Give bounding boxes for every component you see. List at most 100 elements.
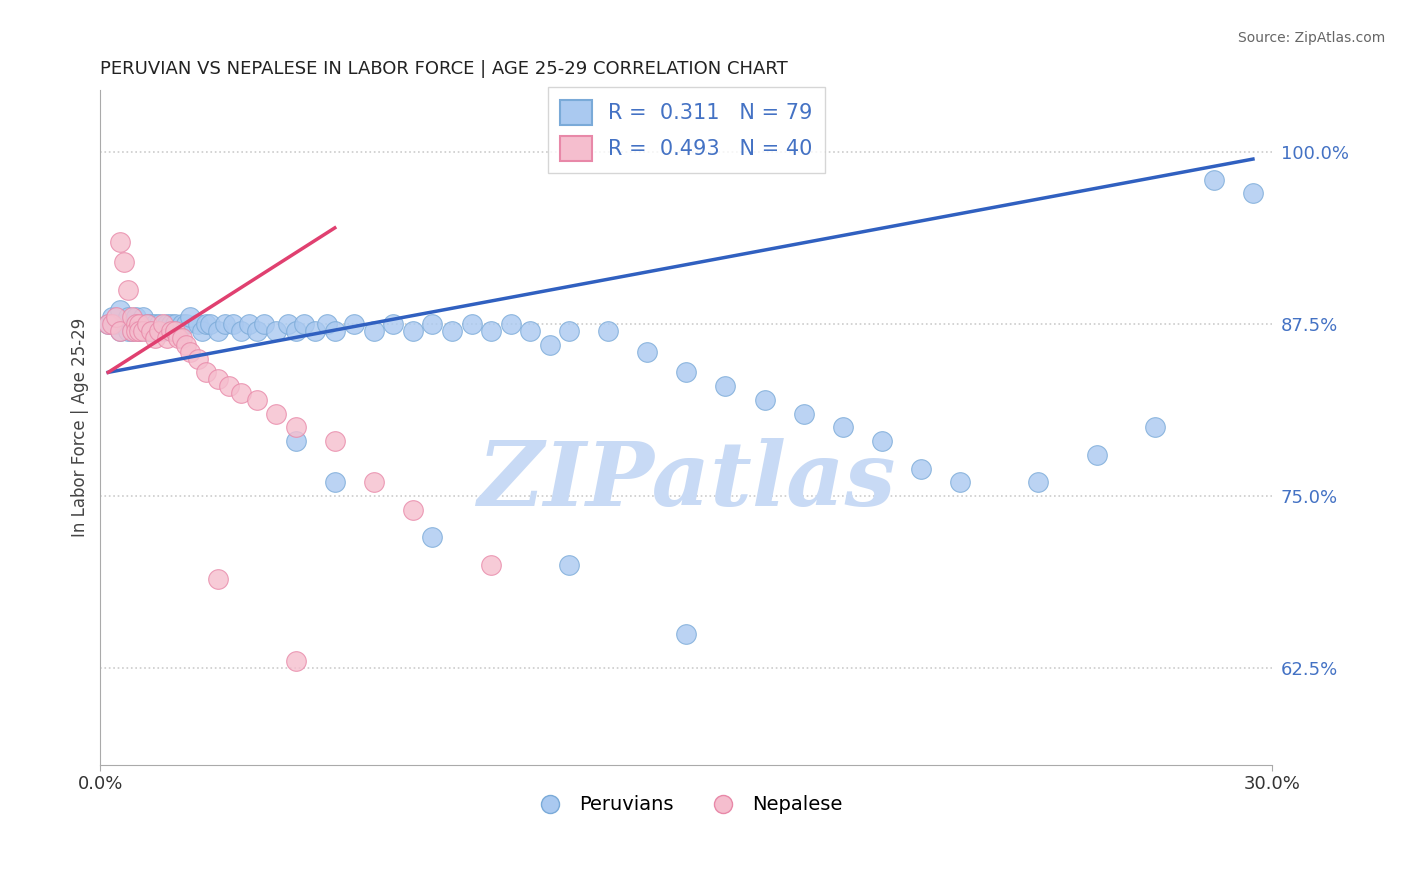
Point bbox=[176, 317, 198, 331]
Point bbox=[108, 324, 131, 338]
Point bbox=[136, 317, 159, 331]
Point bbox=[214, 317, 236, 331]
Point bbox=[148, 317, 170, 331]
Point bbox=[284, 654, 307, 668]
Point bbox=[479, 558, 502, 572]
Point bbox=[139, 317, 162, 331]
Text: Source: ZipAtlas.com: Source: ZipAtlas.com bbox=[1237, 31, 1385, 45]
Point bbox=[870, 434, 893, 449]
Point bbox=[124, 317, 146, 331]
Point bbox=[238, 317, 260, 331]
Point bbox=[104, 317, 127, 331]
Point bbox=[363, 324, 385, 338]
Point bbox=[132, 324, 155, 338]
Point bbox=[152, 324, 174, 338]
Point bbox=[323, 324, 346, 338]
Point bbox=[104, 310, 127, 325]
Point bbox=[128, 324, 150, 338]
Point bbox=[277, 317, 299, 331]
Point bbox=[128, 324, 150, 338]
Point bbox=[229, 324, 252, 338]
Point bbox=[218, 379, 240, 393]
Point bbox=[382, 317, 405, 331]
Point bbox=[187, 317, 209, 331]
Point bbox=[264, 407, 287, 421]
Point bbox=[139, 324, 162, 338]
Point bbox=[108, 324, 131, 338]
Point bbox=[198, 317, 221, 331]
Point bbox=[304, 324, 326, 338]
Y-axis label: In Labor Force | Age 25-29: In Labor Force | Age 25-29 bbox=[72, 318, 89, 537]
Point bbox=[1144, 420, 1167, 434]
Point bbox=[538, 338, 561, 352]
Point bbox=[207, 572, 229, 586]
Point bbox=[156, 317, 179, 331]
Point bbox=[246, 392, 269, 407]
Point bbox=[128, 317, 150, 331]
Point bbox=[101, 317, 124, 331]
Point bbox=[284, 434, 307, 449]
Point bbox=[121, 324, 143, 338]
Point bbox=[460, 317, 482, 331]
Point bbox=[363, 475, 385, 490]
Point bbox=[323, 434, 346, 449]
Point bbox=[179, 344, 201, 359]
Point bbox=[117, 283, 139, 297]
Point bbox=[112, 255, 135, 269]
Point bbox=[101, 310, 124, 325]
Text: ZIPatlas: ZIPatlas bbox=[478, 438, 896, 524]
Point bbox=[831, 420, 853, 434]
Point bbox=[117, 324, 139, 338]
Point bbox=[910, 461, 932, 475]
Point bbox=[246, 324, 269, 338]
Point bbox=[264, 324, 287, 338]
Point bbox=[598, 324, 620, 338]
Legend: Peruvians, Nepalese: Peruvians, Nepalese bbox=[523, 788, 849, 822]
Point bbox=[402, 503, 425, 517]
Point bbox=[108, 235, 131, 249]
Point bbox=[159, 324, 181, 338]
Point bbox=[422, 531, 444, 545]
Point bbox=[1202, 172, 1225, 186]
Point bbox=[167, 324, 190, 338]
Point bbox=[136, 317, 159, 331]
Point bbox=[139, 324, 162, 338]
Point bbox=[422, 317, 444, 331]
Point bbox=[128, 317, 150, 331]
Point bbox=[179, 310, 201, 325]
Point bbox=[163, 317, 186, 331]
Point bbox=[499, 317, 522, 331]
Point bbox=[176, 338, 198, 352]
Point bbox=[479, 324, 502, 338]
Point bbox=[117, 310, 139, 325]
Point bbox=[1085, 448, 1108, 462]
Point bbox=[156, 331, 179, 345]
Point bbox=[714, 379, 737, 393]
Point bbox=[316, 317, 339, 331]
Point bbox=[284, 420, 307, 434]
Point bbox=[1241, 186, 1264, 201]
Point bbox=[124, 324, 146, 338]
Point bbox=[284, 324, 307, 338]
Point bbox=[558, 324, 581, 338]
Point bbox=[440, 324, 463, 338]
Point bbox=[124, 317, 146, 331]
Point bbox=[121, 317, 143, 331]
Point bbox=[253, 317, 276, 331]
Point bbox=[558, 558, 581, 572]
Point bbox=[187, 351, 209, 366]
Point bbox=[172, 317, 194, 331]
Point bbox=[194, 317, 217, 331]
Point bbox=[132, 310, 155, 325]
Text: PERUVIAN VS NEPALESE IN LABOR FORCE | AGE 25-29 CORRELATION CHART: PERUVIAN VS NEPALESE IN LABOR FORCE | AG… bbox=[100, 60, 789, 78]
Point bbox=[323, 475, 346, 490]
Point bbox=[121, 324, 143, 338]
Point bbox=[163, 324, 186, 338]
Point bbox=[159, 317, 181, 331]
Point bbox=[519, 324, 541, 338]
Point bbox=[343, 317, 366, 331]
Point bbox=[754, 392, 776, 407]
Point bbox=[222, 317, 245, 331]
Point bbox=[152, 317, 174, 331]
Point bbox=[97, 317, 120, 331]
